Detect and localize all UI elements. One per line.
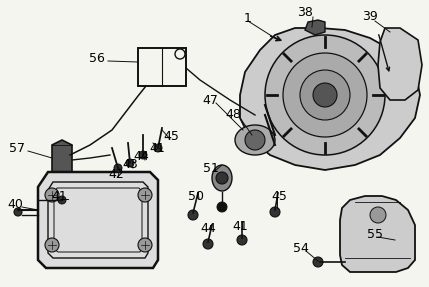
Polygon shape bbox=[340, 196, 415, 272]
Text: 47: 47 bbox=[202, 94, 218, 106]
Circle shape bbox=[300, 70, 350, 120]
Text: 57: 57 bbox=[9, 141, 25, 154]
Circle shape bbox=[58, 196, 66, 204]
Text: 50: 50 bbox=[188, 189, 204, 203]
Text: 40: 40 bbox=[7, 197, 23, 210]
Text: 42: 42 bbox=[108, 168, 124, 181]
Circle shape bbox=[45, 188, 59, 202]
Circle shape bbox=[138, 238, 152, 252]
Circle shape bbox=[139, 151, 147, 159]
Text: 44: 44 bbox=[133, 150, 149, 164]
Circle shape bbox=[265, 35, 385, 155]
Circle shape bbox=[217, 202, 227, 212]
Text: 54: 54 bbox=[293, 241, 309, 255]
Text: 43: 43 bbox=[122, 158, 138, 172]
Circle shape bbox=[283, 53, 367, 137]
Text: 45: 45 bbox=[163, 129, 179, 143]
Polygon shape bbox=[378, 28, 422, 100]
Circle shape bbox=[203, 239, 213, 249]
Polygon shape bbox=[240, 28, 420, 170]
Circle shape bbox=[270, 207, 280, 217]
Text: 41: 41 bbox=[232, 220, 248, 232]
Circle shape bbox=[154, 144, 162, 152]
Polygon shape bbox=[52, 140, 72, 180]
Text: 38: 38 bbox=[297, 7, 313, 20]
Circle shape bbox=[114, 164, 122, 172]
Circle shape bbox=[14, 208, 22, 216]
Text: 56: 56 bbox=[89, 51, 105, 65]
Circle shape bbox=[138, 188, 152, 202]
Text: 55: 55 bbox=[367, 228, 383, 241]
Circle shape bbox=[126, 159, 134, 167]
Circle shape bbox=[313, 257, 323, 267]
Text: 45: 45 bbox=[271, 189, 287, 203]
Text: 41: 41 bbox=[149, 141, 165, 154]
Text: 39: 39 bbox=[362, 9, 378, 22]
Ellipse shape bbox=[212, 165, 232, 191]
Circle shape bbox=[188, 210, 198, 220]
Text: 1: 1 bbox=[244, 11, 252, 24]
Text: 51: 51 bbox=[203, 162, 219, 174]
Circle shape bbox=[45, 238, 59, 252]
Circle shape bbox=[216, 172, 228, 184]
Circle shape bbox=[237, 235, 247, 245]
Circle shape bbox=[245, 130, 265, 150]
Ellipse shape bbox=[235, 125, 275, 155]
Text: 48: 48 bbox=[225, 108, 241, 121]
Text: 44: 44 bbox=[200, 222, 216, 234]
Text: 41: 41 bbox=[51, 189, 67, 203]
Circle shape bbox=[370, 207, 386, 223]
Circle shape bbox=[313, 83, 337, 107]
Polygon shape bbox=[305, 20, 325, 35]
Polygon shape bbox=[38, 172, 158, 268]
